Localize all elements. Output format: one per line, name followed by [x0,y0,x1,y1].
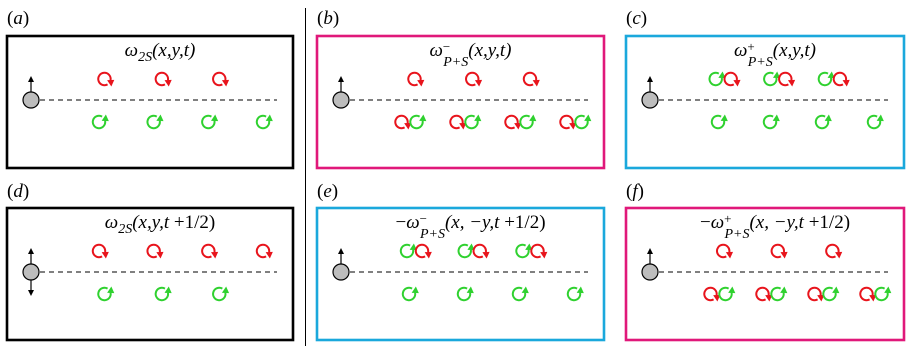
clockwise-vortex-icon [755,286,773,302]
arrowhead-up-icon [338,248,344,254]
panel-frame [5,206,295,342]
counterclockwise-vortex-icon [515,243,533,259]
counterclockwise-vortex-icon [91,114,109,130]
clockwise-vortex-icon [449,114,467,130]
counterclockwise-vortex-icon [255,114,273,130]
panel-a: (a) ω2S(x,y,t) [5,8,295,170]
clockwise-vortex-icon [212,71,230,87]
cylinder-icon [641,91,659,109]
cylinder-icon [22,263,40,281]
counterclockwise-vortex-icon [866,114,884,130]
arrowhead-down-icon [28,290,34,296]
counterclockwise-vortex-icon [464,114,482,130]
clockwise-vortex-icon [703,286,721,302]
panel-frame [624,34,906,170]
clockwise-vortex-icon [407,71,425,87]
clockwise-vortex-icon [825,243,843,259]
clockwise-vortex-icon [770,243,788,259]
counterclockwise-vortex-icon [97,286,115,302]
clockwise-vortex-icon [154,71,172,87]
clockwise-vortex-icon [522,71,540,87]
counterclockwise-vortex-icon [399,243,417,259]
panel-label: (e) [317,181,338,202]
clockwise-vortex-icon [807,286,825,302]
counterclockwise-vortex-icon [154,286,172,302]
panel-e: (e) −ω− P+S(x, −y,t +1/2) [315,181,606,342]
clockwise-vortex-icon [832,71,850,87]
panel-label: (d) [7,181,29,202]
arrowhead-up-icon [28,248,34,254]
panel-frame [5,34,295,170]
cylinder-icon [332,263,350,281]
panel-label: (a) [7,8,29,29]
clockwise-vortex-icon [859,286,877,302]
counterclockwise-vortex-icon [822,286,840,302]
panel-title: −ω− P+S(x, −y,t +1/2) [395,211,545,242]
clockwise-vortex-icon [504,114,522,130]
panel-title: ω2S(x,y,t +1/2) [105,212,215,237]
cylinder-icon [641,263,659,281]
clockwise-vortex-icon [465,71,483,87]
clockwise-vortex-icon [530,243,548,259]
counterclockwise-vortex-icon [718,286,736,302]
counterclockwise-vortex-icon [401,286,419,302]
arrowhead-up-icon [647,76,653,82]
panel-b: (b) ω− P+S(x,y,t) [315,8,606,170]
clockwise-vortex-icon [778,71,796,87]
counterclockwise-vortex-icon [146,114,164,130]
clockwise-vortex-icon [723,71,741,87]
counterclockwise-vortex-icon [874,286,892,302]
clockwise-vortex-icon [716,243,734,259]
arrowhead-up-icon [338,76,344,82]
counterclockwise-vortex-icon [763,71,781,87]
clockwise-vortex-icon [394,114,412,130]
counterclockwise-vortex-icon [457,243,475,259]
counterclockwise-vortex-icon [566,286,584,302]
counterclockwise-vortex-icon [409,114,427,130]
clockwise-vortex-icon [97,71,115,87]
clockwise-vortex-icon [91,243,109,259]
counterclockwise-vortex-icon [770,286,788,302]
counterclockwise-vortex-icon [708,71,726,87]
cylinder-icon [22,91,40,109]
panel-f: (f) −ω+ P+S(x, −y,t +1/2) [624,181,906,342]
arrowhead-up-icon [28,76,34,82]
counterclockwise-vortex-icon [762,114,780,130]
clockwise-vortex-icon [201,243,219,259]
clockwise-vortex-icon [255,243,273,259]
counterclockwise-vortex-icon [456,286,474,302]
counterclockwise-vortex-icon [519,114,537,130]
panel-frame [624,206,906,342]
arrowhead-up-icon [647,248,653,254]
clockwise-vortex-icon [146,243,164,259]
panel-title: ω2S(x,y,t) [125,40,196,65]
clockwise-vortex-icon [472,243,490,259]
counterclockwise-vortex-icon [817,71,835,87]
panel-title: ω− P+S(x,y,t) [429,39,511,70]
panel-label: (c) [626,8,647,29]
counterclockwise-vortex-icon [212,286,230,302]
counterclockwise-vortex-icon [710,114,728,130]
clockwise-vortex-icon [414,243,432,259]
panel-c: (c) ω+ P+S(x,y,t) [624,8,906,170]
panel-title: ω+ P+S(x,y,t) [734,39,816,70]
counterclockwise-vortex-icon [511,286,529,302]
counterclockwise-vortex-icon [814,114,832,130]
panel-label: (b) [317,8,339,29]
cylinder-icon [332,91,350,109]
panel-title: −ω+ P+S(x, −y,t +1/2) [700,211,850,242]
panel-frame [315,34,606,170]
panel-label: (f) [626,181,644,202]
clockwise-vortex-icon [559,114,577,130]
panel-d: (d) ω2S(x,y,t +1/2) [5,181,295,342]
counterclockwise-vortex-icon [201,114,219,130]
counterclockwise-vortex-icon [574,114,592,130]
panel-frame [315,206,606,342]
